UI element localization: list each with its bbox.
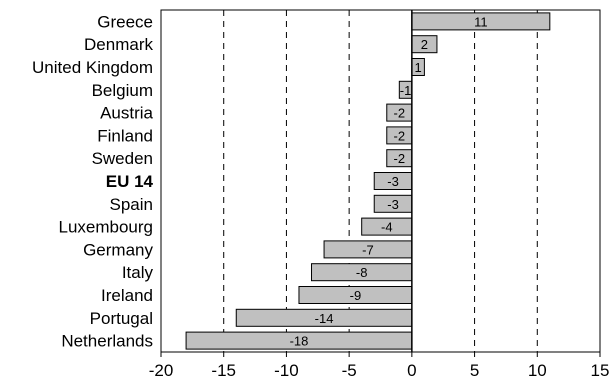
x-tick-label: 5 [470, 361, 479, 380]
grid-lines [223, 10, 538, 352]
category-label: Austria [100, 104, 153, 123]
x-tick-label: 15 [591, 361, 610, 380]
bar-value-label: -2 [394, 151, 406, 166]
x-tick-label: -15 [211, 361, 236, 380]
bar-value-label: -1 [400, 83, 412, 98]
category-label: Netherlands [61, 332, 153, 351]
bar-value-label: -3 [387, 174, 399, 189]
bar-value-label: -4 [381, 220, 393, 235]
category-label: Belgium [92, 81, 153, 100]
category-label: United Kingdom [32, 58, 153, 77]
category-label: Germany [83, 240, 153, 259]
category-label: Luxembourg [58, 218, 153, 237]
category-label: Spain [110, 195, 153, 214]
bar-value-label: -8 [356, 265, 368, 280]
bar-value-label: 2 [421, 37, 428, 52]
category-labels: Greece Denmark United Kingdom Belgium Austri… [32, 12, 154, 350]
bar-value-label: -3 [387, 197, 399, 212]
bar-value-label: -7 [362, 242, 374, 257]
x-axis-ticks: -20 -15 -10 -5 0 5 10 15 [149, 352, 610, 380]
x-tick-label: -20 [149, 361, 174, 380]
category-label: Italy [122, 263, 154, 282]
bar-value-label: -9 [350, 288, 362, 303]
category-label: Finland [97, 126, 153, 145]
category-label: EU 14 [106, 172, 154, 191]
category-label: Portugal [90, 309, 153, 328]
bars: 11 2 1-1 -2 -2 -2 -3 -3 -4 -7 -8 -9 -14 -18 [185, 12, 551, 350]
x-tick-label: 10 [528, 361, 547, 380]
bar-value-label: -14 [315, 311, 334, 326]
bar-value-label: -2 [394, 106, 406, 121]
category-label: Greece [97, 12, 153, 31]
x-tick-label: 0 [407, 361, 416, 380]
bar-value-label: 11 [474, 14, 488, 29]
plot-frame [160, 9, 601, 353]
category-label: Denmark [84, 35, 153, 54]
category-label: Ireland [101, 286, 153, 305]
bar-value-label: -18 [290, 334, 309, 349]
category-label: Sweden [92, 149, 153, 168]
x-tick-label: -5 [342, 361, 357, 380]
bar-value-label: -2 [394, 128, 406, 143]
x-tick-label: -10 [274, 361, 299, 380]
bar-value-label: 1 [415, 60, 422, 75]
